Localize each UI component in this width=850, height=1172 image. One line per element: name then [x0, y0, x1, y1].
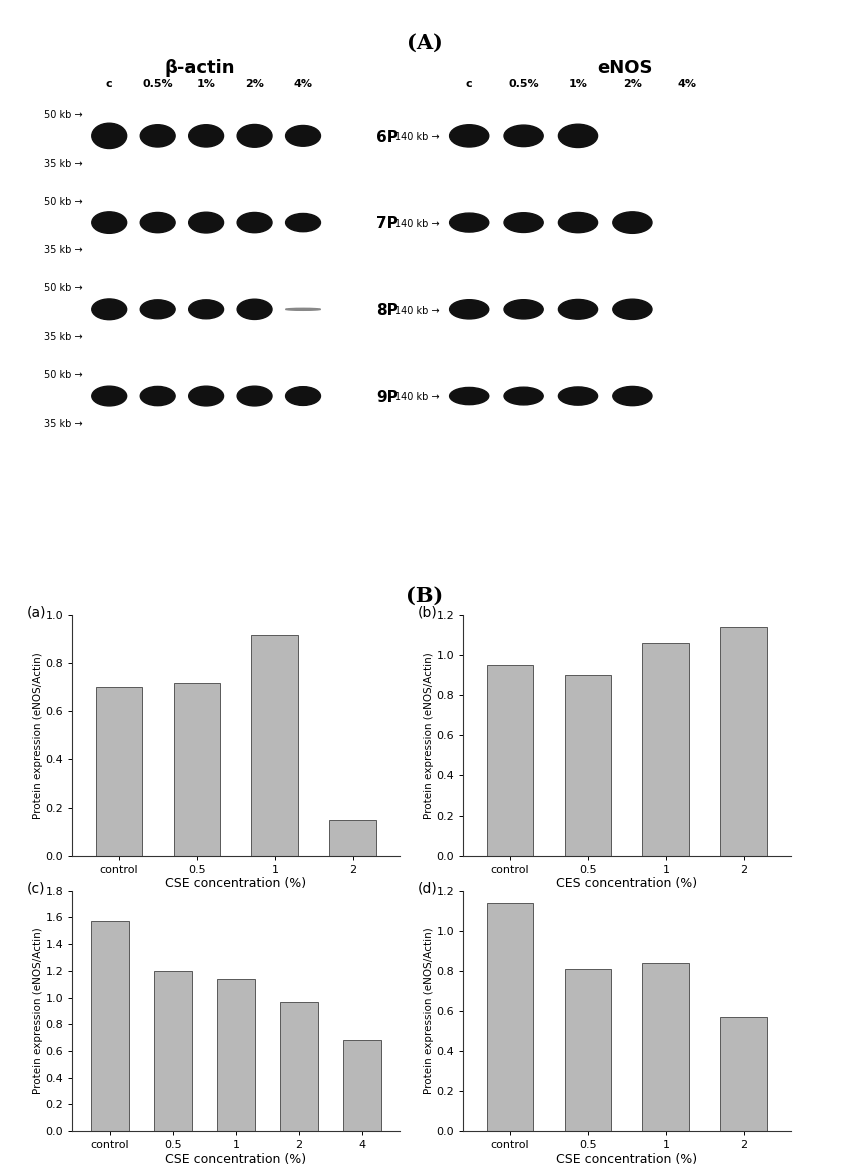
Ellipse shape [189, 124, 224, 146]
Ellipse shape [450, 388, 489, 404]
Text: 9P: 9P [376, 390, 398, 404]
Ellipse shape [92, 212, 127, 233]
Text: 8P: 8P [376, 304, 398, 318]
Ellipse shape [189, 300, 224, 319]
X-axis label: CSE concentration (%): CSE concentration (%) [165, 878, 307, 891]
Text: 4%: 4% [677, 79, 696, 89]
Text: (a): (a) [26, 606, 46, 620]
Text: (B): (B) [406, 586, 444, 606]
Ellipse shape [558, 387, 598, 406]
Ellipse shape [558, 299, 598, 319]
Text: 35 kb →: 35 kb → [44, 332, 82, 342]
Text: 140 kb →: 140 kb → [394, 306, 439, 315]
Text: eNOS: eNOS [597, 59, 653, 76]
Text: c: c [106, 79, 112, 89]
Bar [329, 819, 376, 856]
Text: 2%: 2% [623, 79, 642, 89]
Text: 50 kb →: 50 kb → [44, 197, 82, 206]
Ellipse shape [237, 386, 272, 406]
Text: (b): (b) [417, 606, 437, 620]
Ellipse shape [237, 212, 272, 233]
Ellipse shape [613, 299, 652, 320]
Y-axis label: Protein expression (eNOS/Actin): Protein expression (eNOS/Actin) [32, 652, 42, 819]
Ellipse shape [237, 299, 272, 320]
Text: 1%: 1% [569, 79, 587, 89]
X-axis label: CSE concentration (%): CSE concentration (%) [556, 1153, 698, 1166]
Ellipse shape [504, 387, 543, 404]
X-axis label: CSE concentration (%): CSE concentration (%) [165, 1153, 307, 1166]
Text: 35 kb →: 35 kb → [44, 418, 82, 429]
Ellipse shape [92, 386, 127, 406]
Bar [486, 666, 534, 856]
Y-axis label: Protein expression (eNOS/Actin): Protein expression (eNOS/Actin) [423, 927, 434, 1095]
Ellipse shape [286, 213, 320, 232]
Text: β-actin: β-actin [165, 59, 235, 76]
Ellipse shape [140, 124, 175, 146]
Text: 0.5%: 0.5% [508, 79, 539, 89]
Text: 6P: 6P [376, 130, 398, 144]
Ellipse shape [286, 125, 320, 146]
Text: 140 kb →: 140 kb → [394, 132, 439, 142]
Text: 35 kb →: 35 kb → [44, 245, 82, 255]
Bar [720, 627, 767, 856]
Text: 0.5%: 0.5% [142, 79, 173, 89]
Ellipse shape [558, 212, 598, 233]
Text: (A): (A) [407, 33, 443, 53]
Ellipse shape [189, 212, 224, 233]
Bar [720, 1017, 767, 1131]
Text: 140 kb →: 140 kb → [394, 219, 439, 229]
Bar [95, 687, 142, 856]
Text: 1%: 1% [196, 79, 216, 89]
Ellipse shape [189, 386, 224, 406]
Ellipse shape [450, 300, 489, 319]
Text: 35 kb →: 35 kb → [44, 158, 82, 169]
Text: 2%: 2% [245, 79, 264, 89]
Text: 50 kb →: 50 kb → [44, 284, 82, 293]
Ellipse shape [504, 125, 543, 146]
Ellipse shape [140, 300, 175, 319]
Ellipse shape [286, 387, 320, 406]
Bar [173, 682, 220, 856]
Ellipse shape [613, 212, 652, 233]
Text: 50 kb →: 50 kb → [44, 370, 82, 380]
Bar [91, 921, 129, 1131]
Bar [486, 902, 534, 1131]
Bar [343, 1041, 381, 1131]
Bar [643, 643, 689, 856]
Text: 7P: 7P [376, 217, 398, 231]
Text: (d): (d) [417, 881, 437, 895]
Ellipse shape [140, 387, 175, 406]
Ellipse shape [140, 212, 175, 233]
Bar [564, 675, 611, 856]
Ellipse shape [450, 124, 489, 146]
Y-axis label: Protein expression (eNOS/Actin): Protein expression (eNOS/Actin) [423, 652, 434, 819]
Text: 4%: 4% [293, 79, 313, 89]
Ellipse shape [450, 213, 489, 232]
Ellipse shape [558, 124, 598, 148]
Bar [280, 1002, 318, 1131]
Bar [154, 970, 192, 1131]
Ellipse shape [613, 387, 652, 406]
X-axis label: CES concentration (%): CES concentration (%) [556, 878, 698, 891]
Ellipse shape [286, 308, 320, 311]
Bar [564, 969, 611, 1131]
Text: 140 kb →: 140 kb → [394, 393, 439, 402]
Text: 50 kb →: 50 kb → [44, 110, 82, 120]
Ellipse shape [504, 300, 543, 319]
Bar [217, 979, 255, 1131]
Ellipse shape [237, 124, 272, 148]
Ellipse shape [504, 212, 543, 232]
Ellipse shape [92, 123, 127, 149]
Bar [643, 963, 689, 1131]
Bar [252, 634, 298, 856]
Text: c: c [466, 79, 473, 89]
Ellipse shape [92, 299, 127, 320]
Text: (c): (c) [26, 881, 45, 895]
Y-axis label: Protein expression (eNOS/Actin): Protein expression (eNOS/Actin) [32, 927, 42, 1095]
